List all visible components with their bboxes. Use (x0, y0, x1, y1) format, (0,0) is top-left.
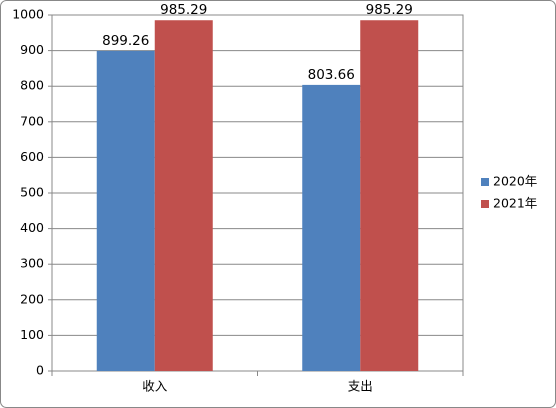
y-tick-label: 1000 (12, 7, 44, 22)
x-tick-label: 收入 (142, 379, 168, 394)
legend-swatch (481, 200, 489, 208)
y-tick-label: 400 (20, 220, 44, 235)
y-tick-label: 300 (20, 256, 44, 271)
y-tick-label: 100 (20, 327, 44, 342)
y-tick-label: 600 (20, 149, 44, 164)
legend-label: 2020年 (493, 174, 537, 189)
data-label: 803.66 (308, 67, 355, 83)
y-tick-label: 0 (36, 363, 44, 378)
legend-label: 2021年 (493, 196, 537, 211)
bar (360, 20, 419, 372)
data-label: 985.29 (366, 2, 413, 18)
legend-swatch (481, 178, 489, 186)
bar (154, 20, 213, 372)
y-tick-label: 200 (20, 291, 44, 306)
y-tick-label: 700 (20, 113, 44, 128)
data-label: 899.26 (102, 33, 149, 49)
bar (96, 50, 155, 372)
y-tick-label: 900 (20, 42, 44, 57)
data-label: 985.29 (160, 2, 207, 18)
x-tick-label: 支出 (348, 379, 373, 394)
bar (302, 84, 361, 372)
y-tick-label: 500 (20, 185, 44, 200)
y-tick-label: 800 (20, 78, 44, 93)
